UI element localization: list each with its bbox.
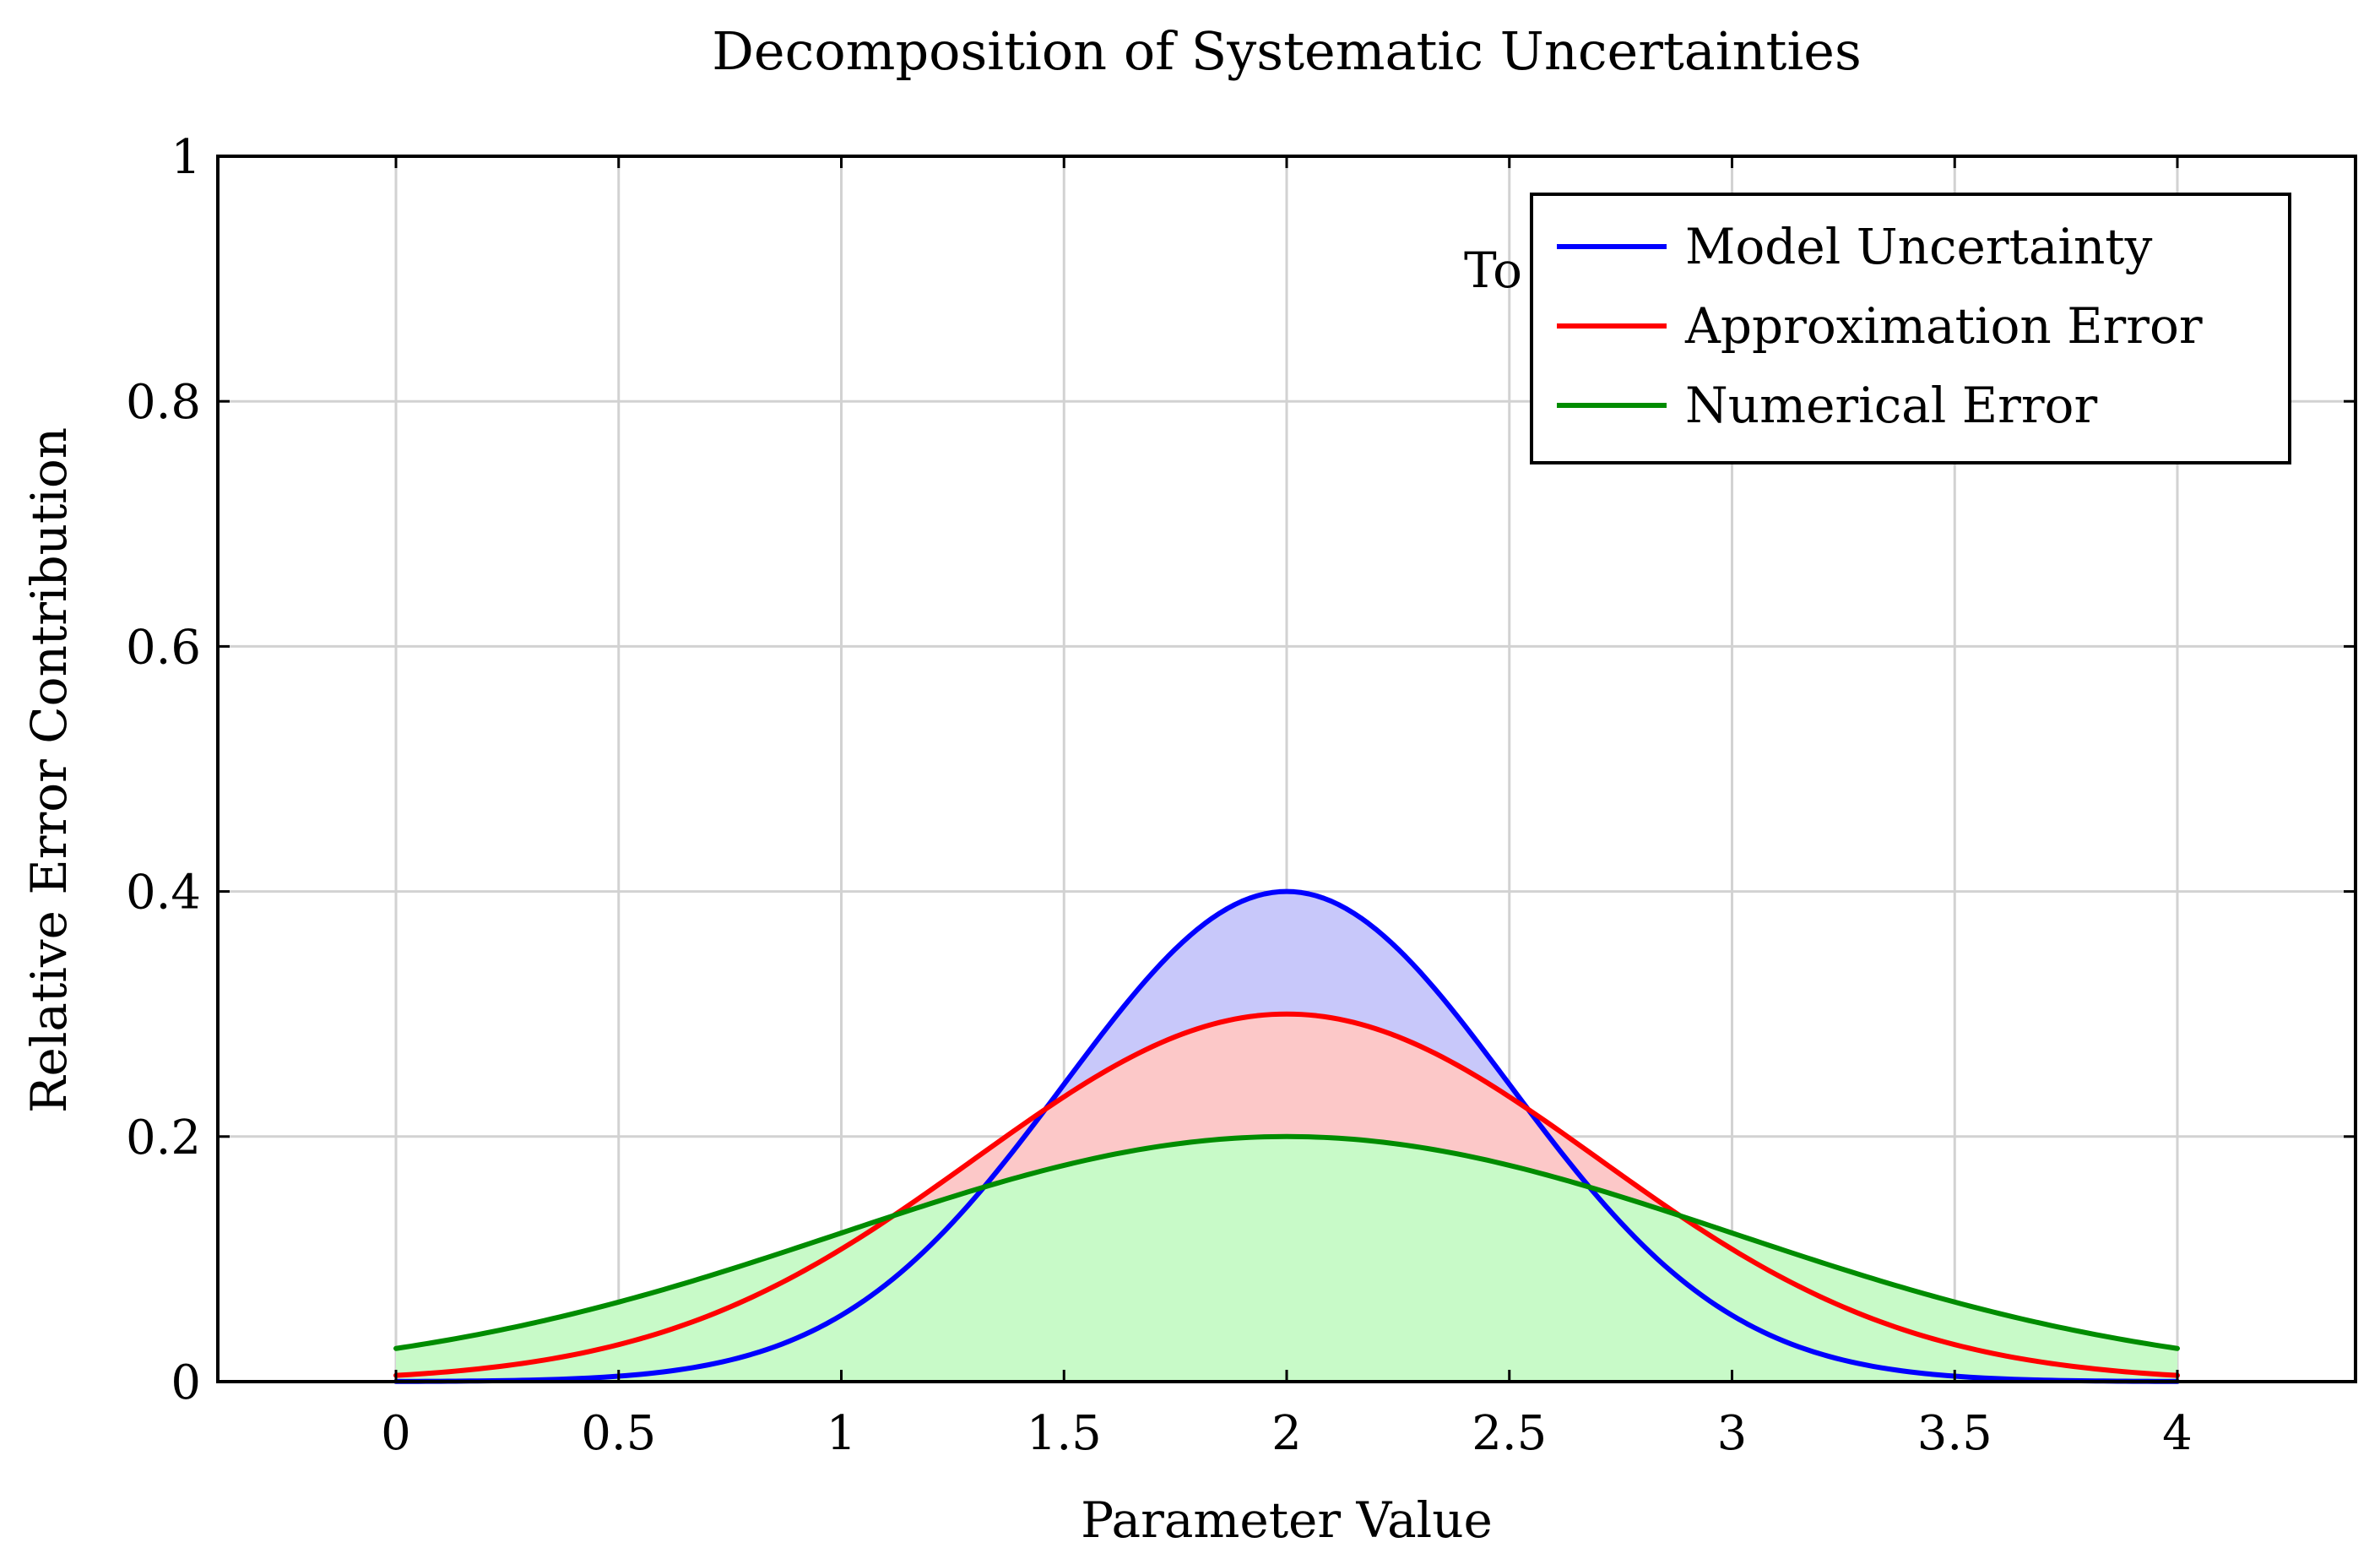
y-axis-title: Relative Error Contribution xyxy=(20,427,78,1113)
legend-label-model-uncertainty: Model Uncertainty xyxy=(1685,218,2153,275)
line-numerical-error xyxy=(393,1133,2180,1351)
area-numerical-error xyxy=(396,1136,2177,1382)
x-tick-label: 2 xyxy=(1271,1406,1302,1461)
y-tick-label: 0.4 xyxy=(126,866,201,921)
chart-title: Decomposition of Systematic Uncertaintie… xyxy=(712,20,1862,82)
x-tick-label: 4 xyxy=(2162,1406,2193,1461)
annotation-text: To xyxy=(1464,242,1522,299)
x-axis-title: Parameter Value xyxy=(1081,1491,1493,1548)
x-tick-label: 1 xyxy=(827,1406,857,1461)
x-tick-label: 0 xyxy=(381,1406,411,1461)
x-tick-label: 2.5 xyxy=(1472,1406,1547,1461)
x-tick-label: 3 xyxy=(1717,1406,1748,1461)
x-axis-ticks: 0 0.5 1 1.5 2 2.5 3 3.5 4 xyxy=(381,156,2193,1461)
x-tick-label: 3.5 xyxy=(1917,1406,1992,1461)
y-tick-label: 0.6 xyxy=(126,620,201,675)
y-tick-label: 1 xyxy=(171,130,201,185)
legend-label-numerical-error: Numerical Error xyxy=(1685,377,2097,434)
series-lines xyxy=(393,888,2180,1384)
y-tick-label: 0 xyxy=(171,1355,201,1410)
line-model-uncertainty xyxy=(393,888,2180,1384)
y-tick-label: 0.2 xyxy=(126,1111,201,1165)
y-axis-ticks: 0 0.2 0.4 0.6 0.8 1 xyxy=(126,130,2356,1410)
x-tick-label: 0.5 xyxy=(581,1406,656,1461)
x-tick-label: 1.5 xyxy=(1027,1406,1102,1461)
line-approximation-error xyxy=(393,1011,2180,1378)
y-tick-label: 0.8 xyxy=(126,375,201,430)
legend-label-approximation-error: Approximation Error xyxy=(1684,297,2203,355)
legend: Model Uncertainty Approximation Error Nume… xyxy=(1530,193,2291,464)
